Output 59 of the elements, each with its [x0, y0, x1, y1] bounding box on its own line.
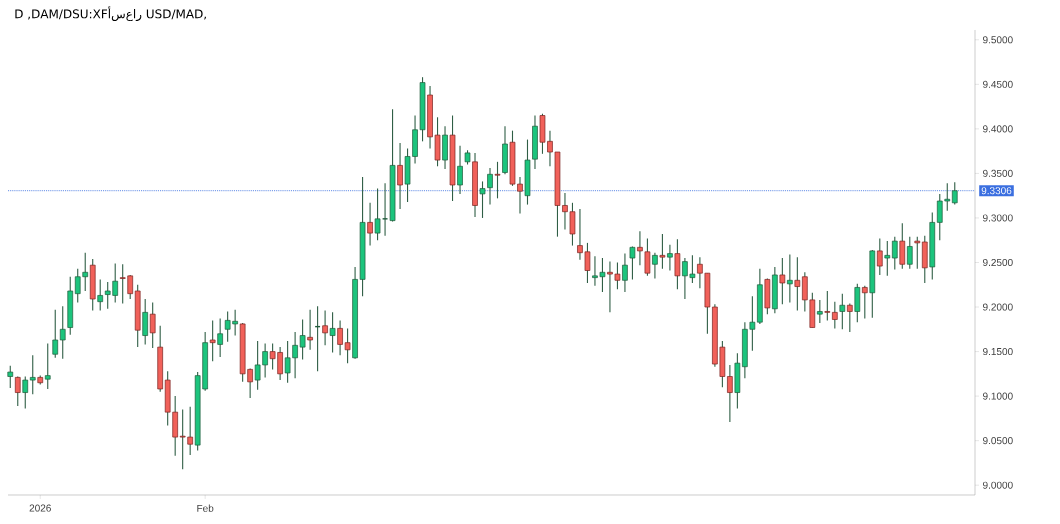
y-tick-label: 9.1000 — [983, 392, 1013, 400]
y-tick-label: 9.2000 — [983, 303, 1013, 311]
candlestick — [839, 293, 846, 330]
candlestick — [217, 318, 223, 358]
candlestick — [22, 375, 29, 410]
y-tick-label: 9.5000 — [983, 36, 1013, 44]
candlestick — [329, 311, 336, 354]
candlestick — [674, 238, 681, 290]
candlestick — [884, 240, 891, 277]
candlestick — [824, 290, 831, 321]
y-tick-label: 9.4500 — [983, 80, 1013, 88]
candlestick — [457, 145, 463, 195]
y-tick-label: 9.3000 — [983, 214, 1013, 222]
candlestick — [832, 301, 838, 329]
candlestick — [899, 222, 906, 270]
candlestick — [142, 298, 149, 345]
candlestick — [7, 365, 14, 389]
candlestick — [794, 256, 801, 312]
candlestick — [209, 319, 216, 362]
candlestick — [367, 202, 373, 247]
candlestick — [906, 236, 913, 270]
candlestick — [14, 375, 21, 407]
candlestick — [652, 252, 658, 280]
y-tick-label: 9.1500 — [983, 348, 1013, 356]
candlestick — [951, 181, 958, 206]
ref-line-label: 9.3306 — [981, 187, 1012, 195]
y-tick-label: 9.3500 — [983, 169, 1013, 177]
y-tick-label: 9.2500 — [983, 258, 1013, 267]
candlestick — [397, 142, 403, 210]
candlestick — [97, 278, 104, 312]
candlestick — [629, 245, 636, 280]
x-tick-label: Feb — [197, 504, 214, 512]
candlestick — [59, 305, 66, 360]
chart-title: D ,DAM/DSU:XFأسعار USD/MAD, — [15, 6, 206, 22]
candlestick — [667, 244, 673, 272]
y-tick-label: 9.0000 — [983, 481, 1013, 489]
x-tick-label: 2026 — [29, 504, 51, 512]
candlestick — [149, 302, 156, 349]
candlestick — [479, 180, 486, 219]
candlestick — [44, 343, 51, 390]
candlestick — [322, 310, 328, 346]
candlestick — [659, 233, 666, 270]
candlestick — [622, 253, 628, 293]
candlestick — [494, 161, 501, 199]
candlestick — [847, 302, 853, 333]
candlestick — [487, 167, 493, 206]
y-tick-label: 9.4000 — [983, 125, 1013, 133]
candlestick — [29, 354, 36, 395]
candlestick — [374, 188, 381, 241]
candlestick — [779, 257, 786, 305]
candlestick — [876, 237, 883, 276]
candlestick — [861, 285, 868, 320]
candlestick — [787, 253, 793, 304]
y-tick-label: 9.0500 — [983, 437, 1013, 445]
candlestick — [52, 309, 59, 359]
candlestick — [914, 236, 921, 270]
candlestick — [891, 236, 898, 271]
candlestick — [817, 299, 823, 324]
candlestick — [307, 309, 313, 351]
